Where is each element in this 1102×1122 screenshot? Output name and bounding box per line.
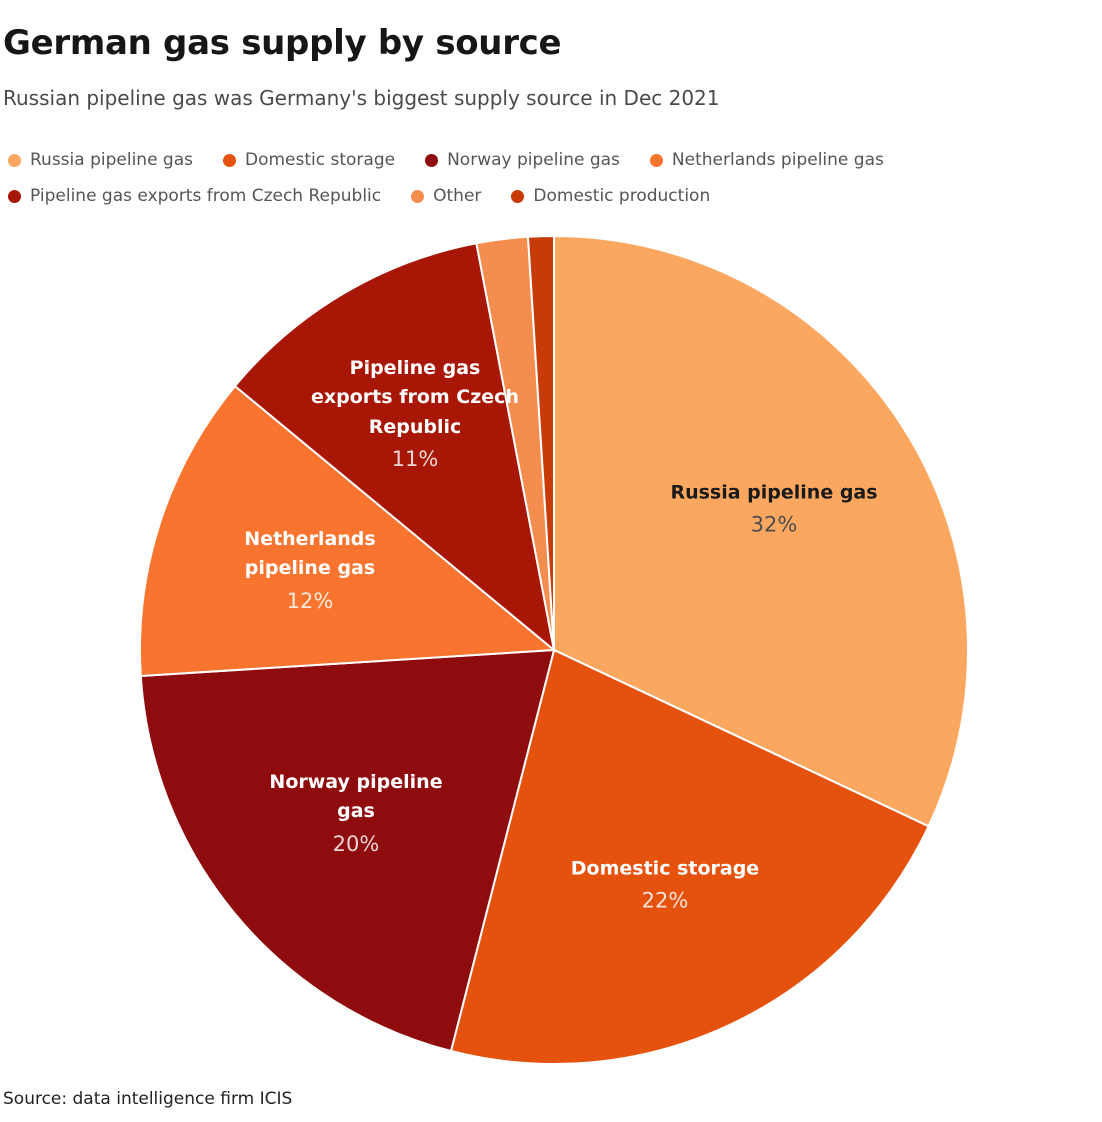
legend-label-domestic-storage: Domestic storage (245, 150, 396, 171)
legend-item-netherlands-pipeline-gas: Netherlands pipeline gas (649, 148, 884, 174)
legend-dot-norway-pipeline-gas (425, 154, 439, 168)
legend-dot-domestic-production (511, 189, 525, 203)
pie-slice-czech-republic-pipeline-gas-exports[interactable] (233, 242, 556, 653)
pie-slice-domestic-storage[interactable] (449, 648, 930, 1066)
legend-dot-other (411, 189, 425, 203)
legend-dot-domestic-storage (223, 154, 236, 168)
legend-item-russia-pipeline-gas: Russia pipeline gas (8, 148, 193, 174)
legend-label-norway-pipeline-gas: Norway pipeline gas (447, 150, 620, 171)
legend-item-czech-republic-pipeline-gas-exports: Pipeline gas exports from Czech Republic (8, 184, 381, 210)
legend-item-domestic-production: Domestic production (511, 184, 710, 210)
legend-item-domestic-storage: Domestic storage (223, 148, 395, 174)
legend-label-other: Other (433, 185, 482, 206)
legend-dot-czech-republic-pipeline-gas-exports (8, 189, 21, 203)
pie-slice-norway-pipeline-gas[interactable] (139, 648, 556, 1053)
source-note: Source: data intelligence firm ICIS (3, 1089, 293, 1109)
legend: Russia pipeline gas Domestic storage Norwa… (8, 148, 1068, 209)
legend-item-norway-pipeline-gas: Norway pipeline gas (425, 148, 620, 174)
legend-dot-netherlands-pipeline-gas (649, 154, 663, 168)
legend-label-czech-republic-pipeline-gas-exports: Pipeline gas exports from Czech Republic (30, 185, 382, 206)
legend-label-russia-pipeline-gas: Russia pipeline gas (30, 150, 193, 171)
legend-label-domestic-production: Domestic production (533, 185, 711, 206)
page-title: German gas supply by source (3, 23, 562, 63)
pie-slice-russia-pipeline-gas[interactable] (553, 234, 970, 828)
legend-dot-russia-pipeline-gas (8, 154, 21, 168)
chart-subtitle: Russian pipeline gas was Germany's bigge… (3, 86, 720, 111)
pie-slice-netherlands-pipeline-gas[interactable] (139, 384, 557, 678)
chart-header: German gas supply by source Russian pipe… (0, 23, 1102, 209)
pie-slice-domestic-production[interactable] (526, 234, 555, 651)
legend-label-netherlands-pipeline-gas: Netherlands pipeline gas (671, 150, 884, 171)
legend-item-other: Other (411, 184, 481, 210)
